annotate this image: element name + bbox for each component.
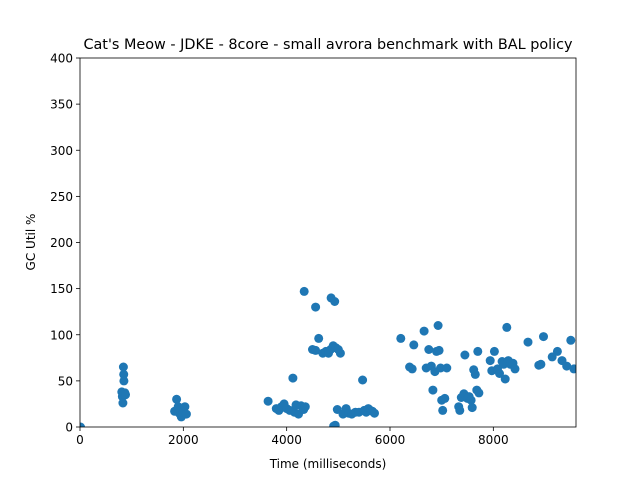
chart-title: Cat's Meow - JDKE - 8core - small avrora… [83, 37, 573, 53]
data-point [470, 369, 480, 379]
data-point [436, 363, 446, 373]
y-tick-label: 200 [50, 236, 73, 250]
data-point [314, 333, 324, 343]
y-tick-label: 100 [50, 328, 73, 342]
data-point [311, 302, 321, 312]
data-point [180, 402, 190, 412]
data-point [335, 348, 345, 358]
data-point [433, 321, 443, 330]
data-point [419, 326, 429, 336]
data-point [118, 362, 128, 372]
x-tick-label: 8000 [478, 433, 509, 447]
data-point [536, 359, 546, 369]
data-point [566, 335, 576, 345]
data-point [474, 388, 484, 398]
data-point [495, 369, 504, 378]
data-point [552, 346, 562, 356]
data-point [299, 286, 309, 296]
data-point [119, 369, 129, 379]
data-point [434, 345, 444, 355]
data-point [396, 333, 406, 343]
y-tick-label: 300 [50, 144, 73, 158]
y-axis-label: GC Util % [24, 214, 38, 271]
data-point [523, 337, 533, 347]
data-point [358, 375, 368, 385]
data-point [428, 385, 438, 395]
data-point [460, 350, 470, 360]
y-tick-label: 400 [50, 52, 73, 66]
x-tick-label: 2000 [168, 433, 199, 447]
x-axis-label: Time (milliseconds) [269, 457, 387, 471]
data-point [473, 346, 483, 356]
data-point [407, 364, 417, 374]
data-point [119, 376, 129, 386]
x-tick-label: 4000 [271, 433, 302, 447]
y-tick-label: 0 [65, 421, 73, 435]
data-point [409, 340, 419, 350]
y-tick-label: 350 [50, 98, 73, 112]
data-point [300, 402, 310, 412]
data-point [330, 420, 340, 427]
data-point [370, 408, 379, 418]
data-point [489, 346, 499, 356]
data-point [562, 361, 572, 371]
data-point [330, 297, 340, 306]
data-point [466, 395, 476, 405]
data-point [424, 345, 434, 354]
data-point [118, 398, 128, 408]
data-point [181, 409, 191, 419]
data-point [80, 422, 85, 427]
y-tick-label: 50 [58, 374, 73, 388]
data-point [172, 394, 182, 404]
data-point [442, 363, 452, 373]
data-point [510, 364, 520, 374]
data-point [539, 332, 548, 342]
data-point [288, 373, 298, 383]
data-point [311, 345, 321, 355]
data-points [80, 286, 576, 427]
data-point [485, 356, 495, 366]
data-point [500, 374, 510, 384]
data-point [440, 393, 450, 403]
data-point [263, 396, 273, 406]
data-point [569, 364, 576, 374]
data-point [455, 405, 465, 415]
x-tick-label: 0 [76, 433, 84, 447]
y-tick-label: 250 [50, 190, 73, 204]
data-point [502, 322, 512, 332]
data-point [438, 405, 448, 415]
y-tick-label: 150 [50, 282, 73, 296]
x-tick-label: 6000 [375, 433, 406, 447]
data-point [467, 403, 477, 413]
data-point [121, 390, 130, 400]
axes: 0 2000 4000 6000 8000 0 50 100 150 200 250 300 350 40… [50, 52, 577, 447]
